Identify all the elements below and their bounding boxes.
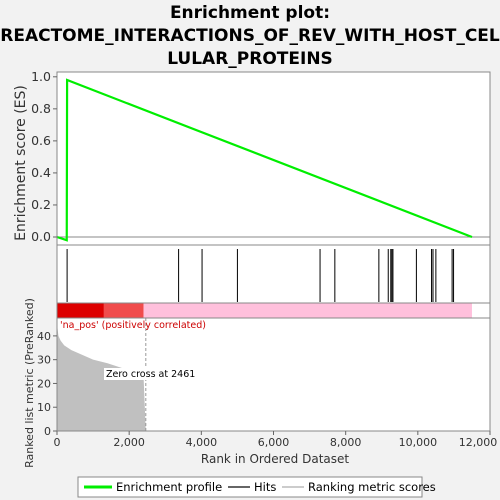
x-axis-label: Rank in Ordered Dataset <box>201 452 349 466</box>
enrichment-profile-line <box>56 78 473 242</box>
legend-hits-label: Hits <box>254 480 276 494</box>
x-tick-label: 4,000 <box>186 436 218 449</box>
es-y-tick-label: 0.6 <box>31 133 51 148</box>
es-y-tick-label: 0.0 <box>31 229 51 244</box>
title-line-2: REACTOME_INTERACTIONS_OF_REV_WITH_HOST_C… <box>0 26 500 46</box>
x-tick-label: 10,000 <box>399 436 438 449</box>
ranking-metric-area <box>57 324 146 431</box>
metric-y-tick-label: 20 <box>37 377 51 390</box>
es-y-tick-label: 0.8 <box>31 101 51 116</box>
legend-enrichment-label: Enrichment profile <box>116 480 222 494</box>
zero-cross-annotation: Zero cross at 2461 <box>106 369 195 380</box>
zero-cross-label-bg <box>104 368 184 380</box>
metric-y-tick-label: 30 <box>37 354 51 367</box>
rank-bar-segment <box>103 303 144 318</box>
x-tick-label: 6,000 <box>258 436 290 449</box>
x-tick-label: 0 <box>54 436 61 449</box>
rank-bar-segment <box>57 303 104 318</box>
metric-axis-label: Ranked list metric (PreRanked) <box>23 298 36 468</box>
x-tick-label: 2,000 <box>113 436 145 449</box>
x-tick-label: 8,000 <box>330 436 362 449</box>
es-axis-label: Enrichment score (ES) <box>13 85 29 241</box>
x-tick-label: 12,000 <box>459 436 498 449</box>
legend: Enrichment profile Hits Ranking metric s… <box>77 476 436 498</box>
metric-y-tick-label: 0 <box>44 425 51 438</box>
na-pos-annotation: 'na_pos' (positively correlated) <box>60 320 206 331</box>
title-line-3: LULAR_PROTEINS <box>167 49 333 69</box>
legend-metric-label: Ranking metric scores <box>308 480 436 494</box>
title-line-1: Enrichment plot: <box>169 3 331 23</box>
es-y-tick-label: 1.0 <box>31 69 51 84</box>
metric-y-tick-label: 10 <box>37 401 51 414</box>
es-y-tick-label: 0.2 <box>31 197 51 212</box>
chart-title: Enrichment plot: REACTOME_INTERACTIONS_O… <box>0 2 500 71</box>
rank-bar-segment <box>143 303 472 318</box>
metric-y-tick-label: 40 <box>37 330 51 343</box>
es-y-tick-label: 0.4 <box>31 165 51 180</box>
